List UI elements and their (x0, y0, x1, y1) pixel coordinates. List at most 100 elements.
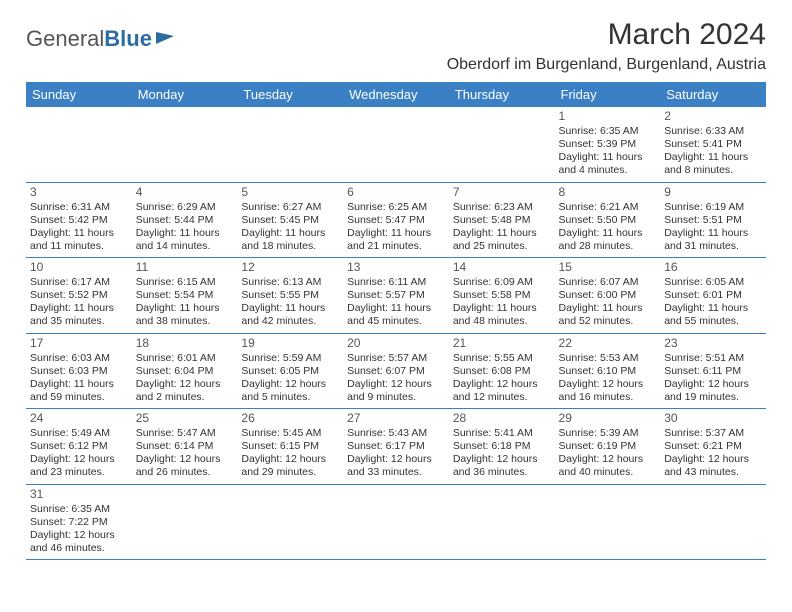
weekday-header: Tuesday (237, 82, 343, 107)
daylight-line: Daylight: 12 hours and 2 minutes. (136, 378, 234, 404)
sunset-line: Sunset: 6:21 PM (664, 440, 762, 453)
daylight-line: Daylight: 12 hours and 40 minutes. (559, 453, 657, 479)
calendar-cell (237, 107, 343, 182)
daylight-line: Daylight: 11 hours and 55 minutes. (664, 302, 762, 328)
calendar-cell: 12Sunrise: 6:13 AMSunset: 5:55 PMDayligh… (237, 258, 343, 334)
day-number: 3 (30, 185, 128, 200)
daylight-line: Daylight: 12 hours and 19 minutes. (664, 378, 762, 404)
sunrise-line: Sunrise: 6:25 AM (347, 201, 445, 214)
daylight-line: Daylight: 11 hours and 42 minutes. (241, 302, 339, 328)
daylight-line: Daylight: 11 hours and 25 minutes. (453, 227, 551, 253)
day-number: 26 (241, 411, 339, 426)
calendar-cell (660, 484, 766, 560)
sunrise-line: Sunrise: 6:13 AM (241, 276, 339, 289)
daylight-line: Daylight: 11 hours and 48 minutes. (453, 302, 551, 328)
sunset-line: Sunset: 5:52 PM (30, 289, 128, 302)
daylight-line: Daylight: 11 hours and 28 minutes. (559, 227, 657, 253)
sunset-line: Sunset: 7:22 PM (30, 516, 128, 529)
sunrise-line: Sunrise: 5:37 AM (664, 427, 762, 440)
sunset-line: Sunset: 5:48 PM (453, 214, 551, 227)
day-number: 11 (136, 260, 234, 275)
day-number: 29 (559, 411, 657, 426)
header: GeneralBlue March 2024 Oberdorf im Burge… (26, 18, 766, 74)
daylight-line: Daylight: 12 hours and 33 minutes. (347, 453, 445, 479)
calendar-body: 1Sunrise: 6:35 AMSunset: 5:39 PMDaylight… (26, 107, 766, 560)
daylight-line: Daylight: 11 hours and 18 minutes. (241, 227, 339, 253)
calendar-cell: 29Sunrise: 5:39 AMSunset: 6:19 PMDayligh… (555, 409, 661, 485)
title-block: March 2024 Oberdorf im Burgenland, Burge… (447, 18, 766, 74)
sunset-line: Sunset: 5:47 PM (347, 214, 445, 227)
calendar-row: 17Sunrise: 6:03 AMSunset: 6:03 PMDayligh… (26, 333, 766, 409)
day-number: 21 (453, 336, 551, 351)
sunrise-line: Sunrise: 6:03 AM (30, 352, 128, 365)
sunrise-line: Sunrise: 6:07 AM (559, 276, 657, 289)
daylight-line: Daylight: 11 hours and 8 minutes. (664, 151, 762, 177)
sunset-line: Sunset: 5:44 PM (136, 214, 234, 227)
daylight-line: Daylight: 12 hours and 5 minutes. (241, 378, 339, 404)
calendar-cell (449, 484, 555, 560)
sunset-line: Sunset: 5:41 PM (664, 138, 762, 151)
day-number: 24 (30, 411, 128, 426)
calendar-cell: 16Sunrise: 6:05 AMSunset: 6:01 PMDayligh… (660, 258, 766, 334)
sunset-line: Sunset: 5:58 PM (453, 289, 551, 302)
calendar-row: 3Sunrise: 6:31 AMSunset: 5:42 PMDaylight… (26, 182, 766, 258)
daylight-line: Daylight: 12 hours and 9 minutes. (347, 378, 445, 404)
sunrise-line: Sunrise: 5:45 AM (241, 427, 339, 440)
weekday-header: Saturday (660, 82, 766, 107)
day-number: 6 (347, 185, 445, 200)
sunrise-line: Sunrise: 5:43 AM (347, 427, 445, 440)
sunset-line: Sunset: 6:12 PM (30, 440, 128, 453)
sunset-line: Sunset: 6:15 PM (241, 440, 339, 453)
calendar-cell: 6Sunrise: 6:25 AMSunset: 5:47 PMDaylight… (343, 182, 449, 258)
sunrise-line: Sunrise: 6:33 AM (664, 125, 762, 138)
day-number: 23 (664, 336, 762, 351)
sunrise-line: Sunrise: 5:41 AM (453, 427, 551, 440)
day-number: 7 (453, 185, 551, 200)
weekday-header: Sunday (26, 82, 132, 107)
calendar-table: SundayMondayTuesdayWednesdayThursdayFrid… (26, 82, 766, 560)
sunrise-line: Sunrise: 5:47 AM (136, 427, 234, 440)
logo-flag-icon (154, 30, 176, 48)
calendar-cell (343, 107, 449, 182)
sunrise-line: Sunrise: 6:17 AM (30, 276, 128, 289)
daylight-line: Daylight: 11 hours and 35 minutes. (30, 302, 128, 328)
sunset-line: Sunset: 6:03 PM (30, 365, 128, 378)
day-number: 10 (30, 260, 128, 275)
sunset-line: Sunset: 5:39 PM (559, 138, 657, 151)
calendar-head: SundayMondayTuesdayWednesdayThursdayFrid… (26, 82, 766, 107)
day-number: 2 (664, 109, 762, 124)
calendar-cell: 14Sunrise: 6:09 AMSunset: 5:58 PMDayligh… (449, 258, 555, 334)
sunrise-line: Sunrise: 5:51 AM (664, 352, 762, 365)
day-number: 22 (559, 336, 657, 351)
calendar-cell: 11Sunrise: 6:15 AMSunset: 5:54 PMDayligh… (132, 258, 238, 334)
calendar-cell: 8Sunrise: 6:21 AMSunset: 5:50 PMDaylight… (555, 182, 661, 258)
calendar-cell (555, 484, 661, 560)
calendar-row: 10Sunrise: 6:17 AMSunset: 5:52 PMDayligh… (26, 258, 766, 334)
calendar-cell (237, 484, 343, 560)
sunrise-line: Sunrise: 6:09 AM (453, 276, 551, 289)
calendar-cell: 9Sunrise: 6:19 AMSunset: 5:51 PMDaylight… (660, 182, 766, 258)
calendar-cell: 13Sunrise: 6:11 AMSunset: 5:57 PMDayligh… (343, 258, 449, 334)
calendar-cell: 20Sunrise: 5:57 AMSunset: 6:07 PMDayligh… (343, 333, 449, 409)
daylight-line: Daylight: 11 hours and 59 minutes. (30, 378, 128, 404)
day-number: 9 (664, 185, 762, 200)
calendar-cell (26, 107, 132, 182)
sunset-line: Sunset: 5:54 PM (136, 289, 234, 302)
sunset-line: Sunset: 6:00 PM (559, 289, 657, 302)
sunset-line: Sunset: 5:55 PM (241, 289, 339, 302)
sunrise-line: Sunrise: 6:21 AM (559, 201, 657, 214)
sunset-line: Sunset: 6:10 PM (559, 365, 657, 378)
daylight-line: Daylight: 12 hours and 16 minutes. (559, 378, 657, 404)
logo: GeneralBlue (26, 26, 176, 52)
day-number: 30 (664, 411, 762, 426)
sunrise-line: Sunrise: 6:19 AM (664, 201, 762, 214)
day-number: 31 (30, 487, 128, 502)
sunset-line: Sunset: 6:19 PM (559, 440, 657, 453)
daylight-line: Daylight: 11 hours and 52 minutes. (559, 302, 657, 328)
page-title: March 2024 (447, 18, 766, 52)
day-number: 18 (136, 336, 234, 351)
calendar-cell (343, 484, 449, 560)
sunset-line: Sunset: 6:18 PM (453, 440, 551, 453)
sunrise-line: Sunrise: 6:35 AM (30, 503, 128, 516)
day-number: 15 (559, 260, 657, 275)
